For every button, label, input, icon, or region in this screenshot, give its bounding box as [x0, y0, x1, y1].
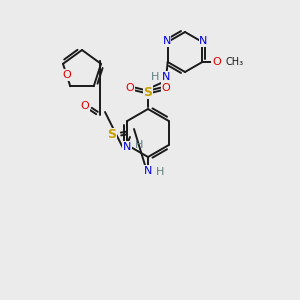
Text: H: H [156, 167, 164, 177]
Text: N: N [144, 166, 152, 176]
Text: H: H [135, 140, 143, 150]
Text: O: O [81, 101, 89, 111]
Text: N: N [123, 142, 131, 152]
Text: H: H [151, 72, 159, 82]
Text: O: O [62, 70, 71, 80]
Text: N: N [163, 36, 171, 46]
Text: S: S [107, 128, 116, 142]
Text: CH₃: CH₃ [225, 57, 243, 67]
Text: N: N [199, 36, 208, 46]
Text: O: O [126, 83, 134, 93]
Text: O: O [212, 57, 221, 67]
Text: S: S [143, 85, 152, 98]
Text: N: N [161, 72, 170, 82]
Text: O: O [162, 83, 170, 93]
